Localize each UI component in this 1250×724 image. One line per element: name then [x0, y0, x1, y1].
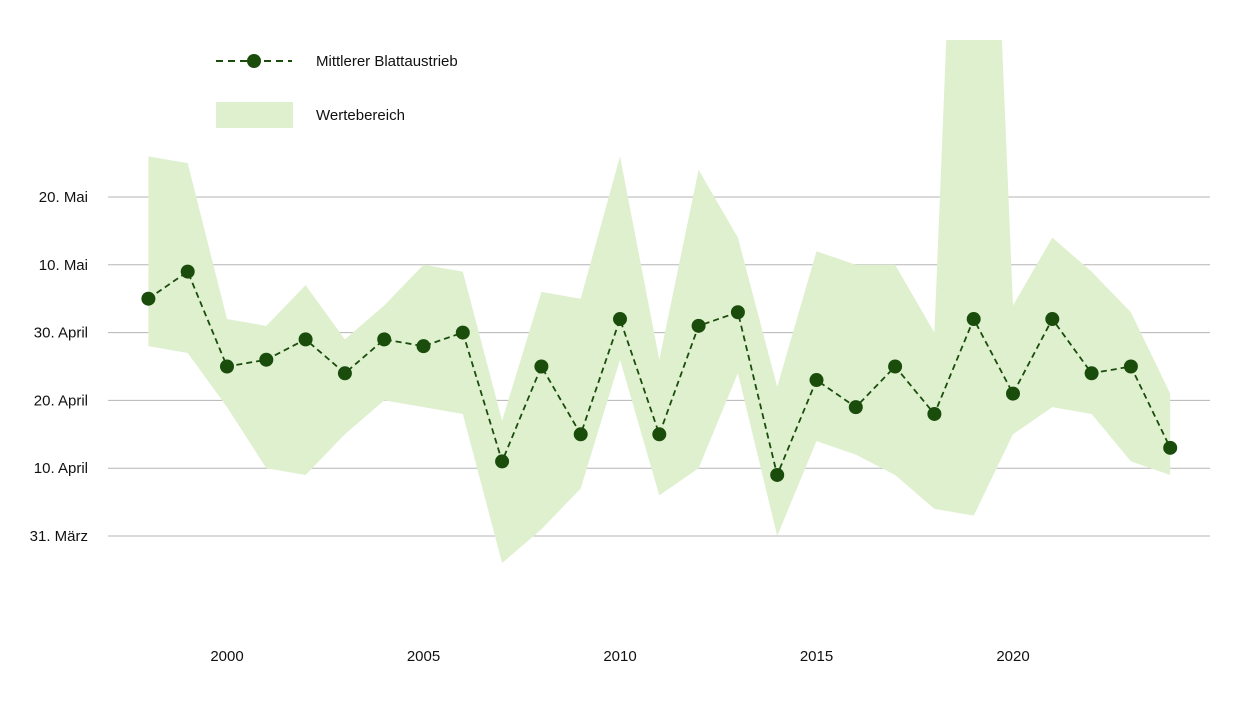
mean-line [147, 270, 1172, 478]
mean-marker-2002 [298, 332, 313, 347]
legend-band-swatch [216, 102, 293, 128]
mean-marker-2023 [1123, 359, 1138, 374]
mean-marker-2016 [848, 400, 863, 415]
mean-marker-2020 [1006, 386, 1020, 401]
mean-marker-2004 [377, 332, 392, 347]
mean-marker-2024 [1163, 440, 1178, 455]
mean-marker-2008 [534, 359, 549, 374]
y-tick-label: 10. Mai [39, 257, 88, 274]
legend-label-mean: Mittlerer Blattaustrieb [316, 53, 458, 70]
mean-marker-2013 [730, 305, 745, 320]
x-tick-label: 2010 [603, 648, 636, 665]
mean-marker-2005 [416, 339, 431, 354]
mean-marker-2009 [573, 427, 588, 442]
x-tick-label: 2020 [996, 648, 1029, 665]
y-tick-label: 10. April [34, 460, 88, 477]
y-tick-labels: 31. März 10. April 20. April 30. April 10. M… [30, 189, 88, 545]
mean-marker-2017 [888, 359, 903, 374]
x-tick-label: 2015 [800, 648, 833, 665]
mean-marker-2001 [259, 352, 274, 367]
x-tick-label: 2000 [210, 648, 243, 665]
mean-marker-2021 [1045, 312, 1060, 327]
mean-marker-2000 [220, 359, 234, 374]
mean-marker-2012 [691, 318, 706, 333]
y-tick-label: 31. März [30, 528, 88, 545]
mean-marker-2010 [613, 312, 627, 327]
mean-marker-1998 [141, 291, 156, 306]
mean-line-group [141, 264, 1178, 482]
mean-marker-1999 [180, 264, 195, 279]
mean-marker-2018 [927, 406, 942, 421]
y-tick-label: 30. April [34, 325, 88, 342]
mean-marker-2006 [455, 325, 470, 340]
mean-marker-2019 [966, 312, 981, 327]
x-tick-labels: 2000 2005 2010 2015 2020 [210, 648, 1029, 665]
mean-marker-2022 [1084, 366, 1099, 381]
mean-marker-2011 [652, 427, 667, 442]
range-band-group [148, 40, 1171, 564]
mean-marker-2007 [495, 454, 510, 469]
range-band [148, 40, 1171, 564]
mean-marker-2014 [770, 467, 785, 482]
y-tick-label: 20. April [34, 392, 88, 409]
legend: Mittlerer Blattaustrieb Wertebereich [216, 53, 458, 128]
mean-marker-2003 [337, 366, 352, 381]
mean-marker-2015 [809, 373, 824, 388]
x-tick-label: 2005 [407, 648, 440, 665]
legend-label-range: Wertebereich [316, 107, 405, 124]
legend-marker-icon [247, 54, 261, 68]
y-tick-label: 20. Mai [39, 189, 88, 206]
